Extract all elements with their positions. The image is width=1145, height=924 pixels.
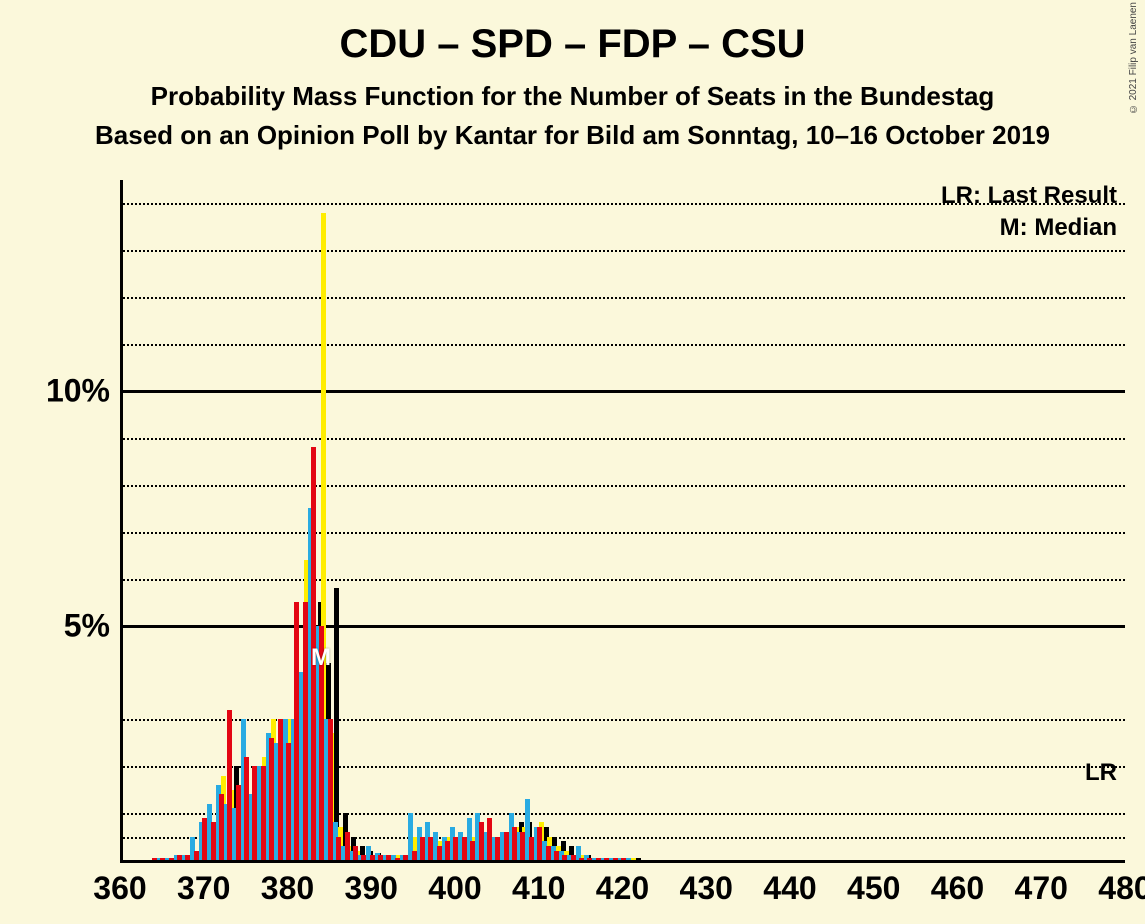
x-axis-label: 370 bbox=[177, 870, 230, 907]
median-marker: M bbox=[311, 644, 331, 672]
x-axis bbox=[120, 860, 1125, 863]
x-axis-label: 360 bbox=[93, 870, 146, 907]
x-axis-label: 470 bbox=[1015, 870, 1068, 907]
x-axis-label: 410 bbox=[512, 870, 565, 907]
lr-axis-label: LR bbox=[1085, 759, 1117, 787]
gridline-dotted bbox=[120, 203, 1125, 205]
legend-m: M: Median bbox=[1000, 214, 1117, 242]
x-axis-label: 430 bbox=[680, 870, 733, 907]
gridline-dotted bbox=[120, 579, 1125, 581]
x-axis-label: 420 bbox=[596, 870, 649, 907]
y-axis-label: 5% bbox=[20, 607, 110, 644]
chart-title: CDU – SPD – FDP – CSU bbox=[0, 0, 1145, 67]
chart-subtitle-2: Based on an Opinion Poll by Kantar for B… bbox=[0, 112, 1145, 151]
chart-container: LR: Last Result M: Median LRM 5%10%36037… bbox=[20, 180, 1125, 860]
gridline-dotted bbox=[120, 250, 1125, 252]
gridline-dotted bbox=[120, 485, 1125, 487]
y-axis-label: 10% bbox=[20, 373, 110, 410]
gridline-solid bbox=[120, 625, 1125, 628]
chart-subtitle-1: Probability Mass Function for the Number… bbox=[0, 67, 1145, 112]
bar-group bbox=[621, 858, 641, 860]
gridline-dotted bbox=[120, 344, 1125, 346]
gridline-dotted bbox=[120, 297, 1125, 299]
legend-lr: LR: Last Result bbox=[941, 182, 1117, 210]
x-axis-label: 450 bbox=[847, 870, 900, 907]
x-axis-label: 390 bbox=[345, 870, 398, 907]
gridline-dotted bbox=[120, 532, 1125, 534]
x-axis-label: 400 bbox=[428, 870, 481, 907]
copyright-text: © 2021 Filip van Laenen bbox=[1128, 2, 1139, 114]
x-axis-label: 380 bbox=[261, 870, 314, 907]
x-axis-label: 460 bbox=[931, 870, 984, 907]
plot-area: LR: Last Result M: Median LR M bbox=[120, 180, 1125, 860]
bar bbox=[636, 858, 641, 860]
x-axis-label: 480 bbox=[1098, 870, 1145, 907]
gridline-dotted bbox=[120, 438, 1125, 440]
x-axis-label: 440 bbox=[763, 870, 816, 907]
gridline-solid bbox=[120, 390, 1125, 393]
